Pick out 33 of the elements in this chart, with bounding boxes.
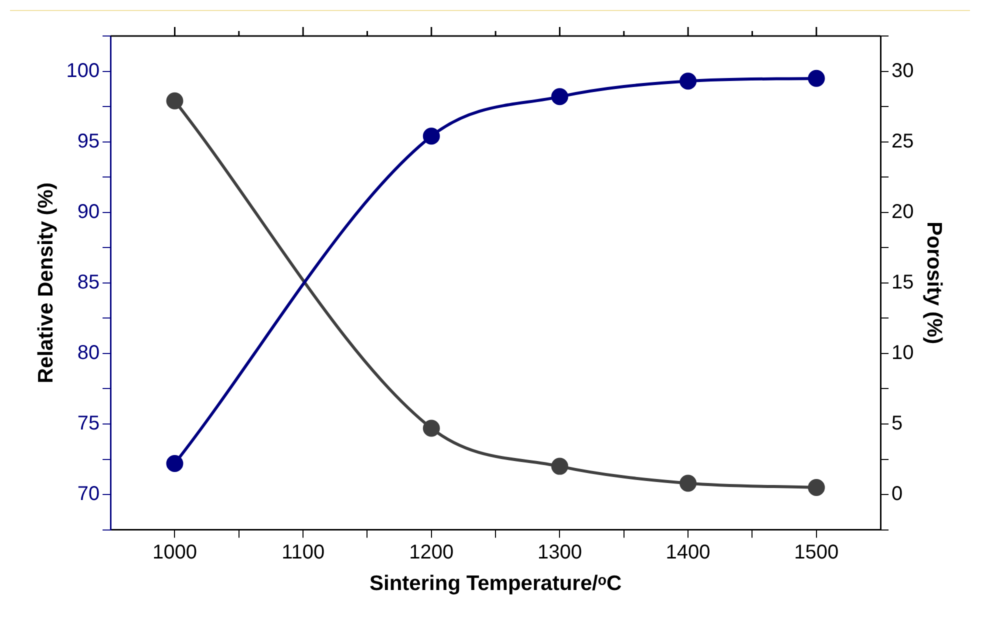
point bbox=[808, 478, 825, 496]
point bbox=[166, 454, 184, 472]
y-tick-label: 80 bbox=[77, 342, 100, 364]
x-tick-label: 1400 bbox=[666, 541, 710, 564]
y-tick-label: 75 bbox=[77, 412, 100, 434]
point bbox=[422, 128, 440, 145]
y-tick-label: 100 bbox=[66, 60, 100, 82]
x-axis-title: Sintering Temperature/ᵒC bbox=[370, 572, 622, 596]
x-tick-label: 1000 bbox=[152, 541, 197, 564]
point bbox=[680, 474, 697, 492]
x-tick-label: 1100 bbox=[282, 541, 325, 564]
y2-tick-label: 30 bbox=[892, 60, 914, 82]
point bbox=[551, 458, 568, 475]
y2-tick-label: 15 bbox=[892, 271, 914, 294]
y-axis-title: Relative Density (%) bbox=[34, 182, 58, 384]
point bbox=[680, 72, 697, 90]
point bbox=[166, 92, 184, 110]
point bbox=[422, 420, 440, 437]
x-tick-label: 1300 bbox=[537, 541, 582, 564]
y-tick-label: 95 bbox=[77, 130, 100, 152]
y2-tick-label: 20 bbox=[892, 200, 914, 223]
y2-tick-label: 10 bbox=[892, 342, 914, 364]
y2-tick-label: 25 bbox=[892, 130, 914, 152]
y-tick-label: 90 bbox=[77, 200, 100, 223]
y2-tick-label: 5 bbox=[892, 412, 903, 434]
point bbox=[808, 70, 825, 87]
x-tick-label: 1200 bbox=[409, 541, 454, 564]
x-tick-label: 1500 bbox=[794, 541, 839, 564]
point bbox=[551, 88, 568, 106]
y-tick-label: 70 bbox=[77, 483, 100, 506]
y2-axis-title: Porosity (%) bbox=[922, 222, 946, 344]
y2-tick-label: 0 bbox=[892, 483, 903, 506]
y-tick-label: 85 bbox=[77, 271, 100, 294]
